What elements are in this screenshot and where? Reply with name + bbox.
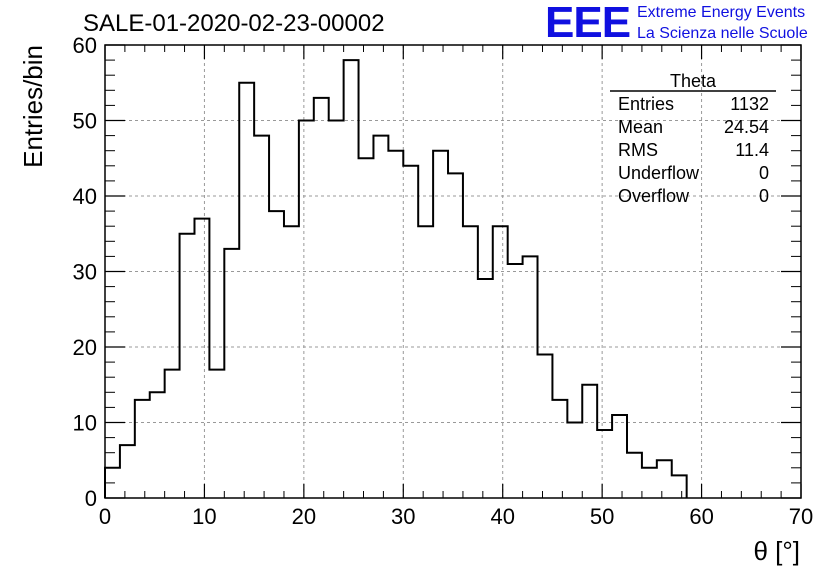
stat-value: 0 — [759, 163, 769, 183]
logo-line-1: Extreme Energy Events — [637, 4, 806, 21]
tick-labels: 0 10 20 30 40 50 60 70 0 10 20 30 40 50 60 — [73, 33, 814, 529]
y-axis-label: Entries/bin — [18, 45, 48, 168]
stat-label: Entries — [618, 94, 674, 114]
y-tick-label: 60 — [73, 33, 97, 58]
x-tick-label: 70 — [789, 504, 813, 529]
stat-label: Mean — [618, 117, 663, 137]
grid-lines — [105, 45, 801, 498]
stat-value: 24.54 — [724, 117, 769, 137]
y-tick-label: 30 — [73, 260, 97, 285]
y-tick-label: 0 — [85, 486, 97, 511]
chart-title: SALE-01-2020-02-23-00002 — [83, 10, 385, 37]
x-tick-label: 50 — [590, 504, 614, 529]
x-axis-label: θ [°] — [753, 536, 800, 566]
x-tick-label: 40 — [490, 504, 514, 529]
stat-label: RMS — [618, 140, 658, 160]
axis-ticks — [104, 44, 802, 499]
y-tick-label: 50 — [73, 109, 97, 134]
stat-label: Underflow — [618, 163, 700, 183]
x-tick-label: 60 — [689, 504, 713, 529]
stat-label: Overflow — [618, 186, 690, 206]
eee-logo: EEE — [545, 0, 631, 47]
stat-value: 11.4 — [735, 140, 769, 160]
plot-frame — [104, 44, 802, 499]
y-tick-label: 20 — [73, 335, 97, 360]
x-tick-label: 0 — [99, 504, 111, 529]
logo-line-2: La Scienza nelle Scuole — [637, 25, 808, 42]
stats-box: Theta Entries 1132 Mean 24.54 RMS 11.4 Underfl… — [610, 71, 776, 206]
histogram-step-line — [104, 59, 688, 498]
y-tick-label: 40 — [73, 184, 97, 209]
x-tick-label: 20 — [292, 504, 316, 529]
y-tick-label: 10 — [73, 411, 97, 436]
x-tick-label: 30 — [391, 504, 415, 529]
stats-title: Theta — [670, 71, 717, 91]
stat-value: 1132 — [730, 94, 769, 114]
stat-value: 0 — [759, 186, 769, 206]
x-tick-label: 10 — [192, 504, 216, 529]
